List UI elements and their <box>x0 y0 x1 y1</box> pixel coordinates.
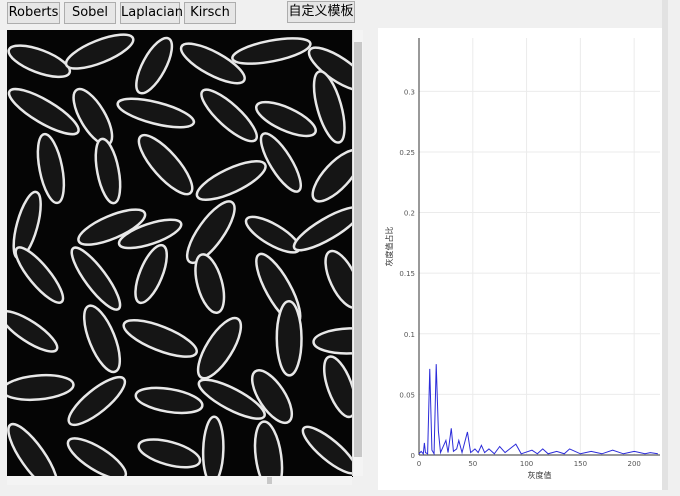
rice-grain <box>179 42 246 85</box>
rice-grain <box>82 304 122 374</box>
rice-grain <box>77 208 147 246</box>
y-tick-label: 0.2 <box>404 210 415 218</box>
histogram-chart: 0 0.05 0.1 0.15 0.2 0.25 0.3 0 50 100 150 200 灰度值 灰度值… <box>378 28 668 490</box>
rice-grain <box>255 100 317 138</box>
side-bar <box>662 0 668 490</box>
rice-grain <box>7 44 72 79</box>
rice-grain <box>200 88 258 143</box>
rice-grain <box>94 137 122 205</box>
rice-grain <box>137 133 194 196</box>
rice-grain <box>117 218 183 250</box>
v-scrollbar[interactable] <box>352 30 363 476</box>
rice-grain <box>312 70 346 144</box>
button[interactable]: 自定义模板 <box>287 1 355 23</box>
rice-grain <box>116 97 196 129</box>
rice-grain <box>64 33 135 70</box>
rice-grain <box>250 369 294 425</box>
rice-grain <box>201 415 225 477</box>
y-axis-label: 灰度值占比 <box>384 227 394 267</box>
rice-grain <box>195 160 267 202</box>
rice-grain <box>70 246 122 311</box>
rice-grain <box>312 327 353 355</box>
y-tick-label: 0.25 <box>399 149 415 157</box>
rice-grain <box>197 378 266 420</box>
x-tick-label: 150 <box>574 460 587 468</box>
rice-grain <box>67 375 127 427</box>
x-axis-label: 灰度值 <box>528 470 552 480</box>
rice-grain <box>194 253 226 315</box>
rice-grain <box>253 420 284 477</box>
rice-grain <box>324 249 353 309</box>
rice-grain <box>122 318 198 358</box>
x-tick-label: 100 <box>520 460 533 468</box>
rice-grain <box>134 386 204 415</box>
x-tick-label: 0 <box>417 460 421 468</box>
rice-grain <box>137 438 202 469</box>
x-tick-label: 200 <box>627 460 640 468</box>
rice-grain <box>7 373 75 402</box>
rice-grain <box>301 425 353 475</box>
rice-grain <box>135 36 174 95</box>
rice-grain <box>185 200 236 265</box>
button[interactable]: Sobel <box>64 2 116 24</box>
rice-grain <box>14 246 65 304</box>
rice-grain <box>292 206 353 252</box>
edge-image <box>7 30 353 477</box>
y-tick-label: 0.3 <box>404 88 415 96</box>
rice-grain <box>7 422 59 477</box>
rice-grain <box>311 148 353 203</box>
rice-grain <box>7 87 80 136</box>
h-scrollbar[interactable] <box>7 476 352 485</box>
y-tick-label: 0.1 <box>404 331 415 339</box>
button[interactable]: Kirsch <box>184 2 236 24</box>
y-tick-label: 0 <box>411 452 415 460</box>
rice-grain <box>196 316 243 380</box>
y-tick-label: 0.05 <box>399 391 415 399</box>
y-tick-label: 0.15 <box>399 270 415 278</box>
rice-grain <box>36 132 66 205</box>
rice-grain <box>259 132 302 193</box>
rice-grain <box>7 310 59 353</box>
x-tick-label: 50 <box>468 460 477 468</box>
rice-grain <box>275 300 303 377</box>
button[interactable]: Laplacian <box>120 2 183 24</box>
histogram-line <box>418 364 658 456</box>
rice-grain <box>322 355 353 419</box>
button[interactable]: Roberts <box>7 2 60 24</box>
rice-grain <box>134 243 169 305</box>
rice-grain <box>231 37 312 65</box>
